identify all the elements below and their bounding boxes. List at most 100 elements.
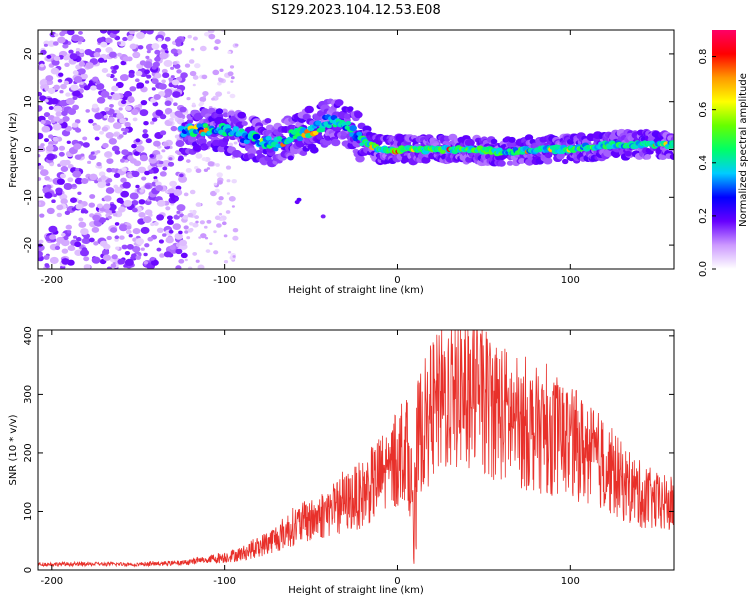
- heatmap-cell-605: [119, 74, 129, 82]
- heatmap-cell-534: [146, 49, 151, 54]
- heatmap-cell-2244: [315, 120, 322, 126]
- heatmap-cell-459: [55, 187, 63, 194]
- heatmap-cell-879: [155, 185, 164, 192]
- heatmap-cell-2151: [202, 123, 209, 128]
- heatmap-cell-991: [213, 250, 219, 255]
- heatmap-cell-653: [94, 180, 99, 184]
- heatmap-cell-995: [187, 212, 194, 218]
- heatmap-cell-734: [67, 230, 72, 234]
- heatmap-cell-2125: [669, 153, 674, 160]
- heatmap-cell-805: [151, 65, 157, 70]
- heatmap-cell-915: [200, 233, 207, 239]
- heatmap-cell-626: [126, 244, 134, 250]
- heatmap-cell-1394: [331, 138, 341, 147]
- heatmap-cell-360: [101, 249, 110, 256]
- heatmap-cell-781: [159, 52, 169, 60]
- heatmap-cell-927: [192, 222, 199, 228]
- heatmap-cell-1141: [215, 108, 224, 115]
- heatmap-cell-886: [77, 191, 82, 196]
- heatmap-cell-853: [136, 32, 145, 40]
- heatmap-cell-2002: [611, 151, 621, 158]
- heatmap-cell-387: [53, 105, 63, 113]
- heatmap-cell-986: [189, 209, 193, 213]
- heatmap-cell-750: [103, 203, 111, 210]
- heatmap-cell-1002: [214, 188, 220, 193]
- heatmap-cell-885: [163, 251, 172, 258]
- heatmap-cell-799: [102, 254, 111, 261]
- heatmap-cell-651: [104, 106, 110, 112]
- colorbar-ticks: 0.0 0.2 0.4 0.6 0.8: [698, 49, 716, 277]
- heatmap-cell-803: [130, 108, 139, 116]
- heatmap-cell-160: [66, 140, 71, 145]
- heatmap-cell-362: [180, 72, 188, 79]
- heatmap-cell-537: [162, 166, 168, 171]
- heatmap-cell-469: [80, 153, 85, 157]
- heatmap-cell-587: [139, 189, 144, 193]
- heatmap-cell-1018: [183, 225, 189, 230]
- heatmap-cell-2269: [345, 120, 352, 126]
- heatmap-cell-555: [62, 43, 69, 49]
- heatmap-cell-928: [187, 34, 192, 39]
- heatmap-cell-1035: [226, 91, 231, 95]
- heatmap-cell-780: [72, 95, 78, 100]
- heatmap-cell-818: [148, 156, 157, 164]
- heatmap-cell-2221: [286, 136, 295, 143]
- heatmap-cell-851: [118, 224, 128, 232]
- heatmap-cell-971: [216, 172, 223, 178]
- heatmap-cell-578: [170, 125, 178, 132]
- heatmap-cell-967: [186, 96, 191, 101]
- heatmap-cell-1036: [211, 97, 215, 101]
- heatmap-cell-1337: [304, 105, 314, 114]
- heatmap-cell-690: [71, 34, 81, 42]
- heatmap-cell-298: [111, 210, 116, 214]
- heatmap-cell-247: [129, 86, 137, 92]
- heatmap-cell-861: [162, 141, 169, 147]
- heatmap-cell-425: [75, 237, 82, 242]
- heatmap-cell-2030: [624, 150, 632, 157]
- heatmap-cell-523: [94, 112, 103, 120]
- heatmap-cell-852: [173, 102, 178, 107]
- heatmap-cell-386: [88, 237, 95, 243]
- heatmap-cell-54: [178, 258, 185, 264]
- heatmap-cell-1028: [187, 228, 193, 233]
- heatmap-cell-585: [38, 91, 43, 97]
- heatmap-cell-774: [108, 51, 117, 58]
- heatmap-cell-103: [106, 158, 114, 164]
- heatmap-cell-492: [164, 107, 173, 114]
- heatmap-cell-949: [201, 74, 208, 80]
- heatmap-cell-1008: [219, 68, 224, 72]
- heatmap-cell-973: [228, 196, 236, 202]
- heatmap-cell-890: [92, 214, 101, 222]
- heatmap-cell-2203: [265, 135, 272, 141]
- heatmap-cell-524: [119, 118, 127, 124]
- colorbar: 0.0 0.2 0.4 0.6 0.8 Normalized spectral ampl…: [698, 30, 749, 277]
- heatmap-cell-815: [69, 53, 78, 60]
- heatmap-cell-2176: [232, 126, 239, 132]
- heatmap-cell-326: [178, 175, 188, 183]
- heatmap-cell-1815: [524, 158, 535, 166]
- heatmap-cell-588: [97, 57, 105, 63]
- heatmap-cell-241: [95, 48, 102, 53]
- heatmap-cell-758: [70, 84, 79, 91]
- heatmap-cell-1037: [217, 180, 223, 185]
- heatmap-cell-880: [80, 228, 89, 236]
- heatmap-cell-857: [105, 131, 114, 139]
- heatmap-cell-872: [41, 125, 51, 133]
- heatmap-cell-848: [125, 229, 132, 235]
- heatmap-cell-490: [157, 37, 163, 42]
- heatmap-cell-1056: [228, 250, 232, 254]
- heatmap-cell-458: [113, 132, 119, 137]
- heatmap-cell-114: [166, 215, 173, 221]
- x-tick-label-0: -200: [40, 275, 63, 286]
- heatmap-cell-616: [179, 173, 184, 178]
- heatmap-cell-675: [164, 50, 169, 54]
- heatmap-cell-632: [158, 160, 164, 165]
- heatmap-cell-731: [96, 80, 101, 85]
- heatmap-cell-640: [115, 81, 124, 89]
- heatmap-cell-112: [74, 249, 83, 256]
- heatmap-cell-1049: [223, 234, 228, 238]
- heatmap-cell-999: [199, 96, 207, 103]
- heatmap-cell-2347: [439, 149, 446, 154]
- figure-title: S129.2023.104.12.53.E08: [271, 3, 440, 18]
- heatmap-cell-12: [121, 244, 128, 250]
